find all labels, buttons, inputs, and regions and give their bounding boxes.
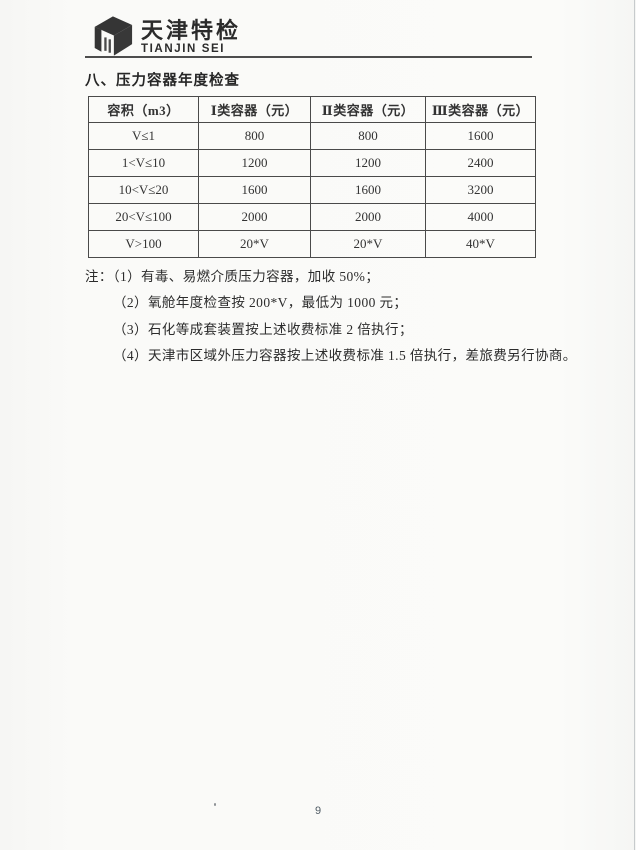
note-item: （3）石化等成套装置按上述收费标准 2 倍执行； — [113, 321, 413, 337]
note-item: （4）天津市区域外压力容器按上述收费标准 1.5 倍执行，差旅费另行协商。 — [113, 348, 577, 364]
fee-table-cell: 1<V≤10 — [88, 149, 199, 177]
fee-table-cell: 3200 — [425, 176, 536, 204]
notes: 注：（1）有毒、易燃介质压力容器，加收 50%； （2）氧舱年度检查按 200*… — [85, 264, 577, 370]
fee-table-cell: 1600 — [425, 122, 536, 150]
logo-title-cn: 天津特检 — [141, 18, 242, 43]
page-number: 9 — [314, 805, 322, 817]
fee-table-header-cell: Ⅱ类容器（元） — [310, 96, 426, 123]
logo-subtitle-en: TIANJIN SEI — [141, 43, 226, 56]
fee-table-cell: V≤1 — [88, 122, 199, 150]
fee-table-cell: 4000 — [425, 203, 536, 231]
fee-table-row: V>100 20*V 20*V 40*V — [88, 230, 536, 258]
fee-table-row: 1<V≤10 1200 1200 2400 — [88, 149, 536, 177]
fee-table-cell: 1200 — [310, 149, 426, 177]
fee-table-row: 20<V≤100 2000 2000 4000 — [88, 203, 536, 231]
fee-table-header-row: 容积（m3） Ⅰ类容器（元） Ⅱ类容器（元） Ⅲ类容器（元） — [88, 96, 536, 123]
fee-table-cell: 20*V — [310, 230, 426, 258]
fee-table-header-cell: Ⅲ类容器（元） — [425, 96, 536, 123]
fee-table-cell: V>100 — [88, 230, 199, 258]
isometric-cube-logo-icon — [88, 13, 134, 58]
fee-table-cell: 2400 — [425, 149, 536, 177]
fee-table: 容积（m3） Ⅰ类容器（元） Ⅱ类容器（元） Ⅲ类容器（元） V≤1 800 8… — [88, 96, 536, 258]
fee-table-cell: 40*V — [425, 230, 536, 258]
fee-table-cell: 2000 — [198, 203, 311, 231]
fee-table-header-cell: Ⅰ类容器（元） — [198, 96, 311, 123]
fee-table-cell: 20*V — [198, 230, 311, 258]
logo-text: 天津特检 TIANJIN SEI — [141, 19, 241, 55]
fee-table-row: V≤1 800 800 1600 — [88, 122, 536, 150]
fee-table-cell: 800 — [198, 122, 311, 150]
notes-label: 注： — [85, 269, 113, 284]
fee-table-cell: 2000 — [310, 203, 426, 231]
fee-table-cell: 800 — [310, 122, 426, 150]
fee-table-cell: 20<V≤100 — [88, 203, 199, 231]
fee-table-cell: 1600 — [310, 176, 426, 204]
header-logo: 天津特检 TIANJIN SEI — [88, 13, 241, 58]
note-item: （2）氧舱年度检查按 200*V，最低为 1000 元； — [113, 295, 408, 311]
fee-table-cell: 1600 — [198, 176, 311, 204]
scan-edge-artifact — [634, 0, 635, 850]
section-heading: 八、压力容器年度检查 — [85, 73, 240, 89]
note-item-text: （1）有毒、易燃介质压力容器，加收 50%； — [112, 269, 380, 284]
fee-table-cell: 1200 — [198, 149, 311, 177]
fee-table-header-cell: 容积（m3） — [88, 96, 199, 123]
header-divider — [85, 56, 532, 58]
fee-table-row: 10<V≤20 1600 1600 3200 — [88, 176, 536, 204]
note-item: 注：（1）有毒、易燃介质压力容器，加收 50%； — [85, 264, 565, 290]
scan-speck — [214, 803, 216, 806]
fee-table-cell: 10<V≤20 — [88, 176, 199, 204]
